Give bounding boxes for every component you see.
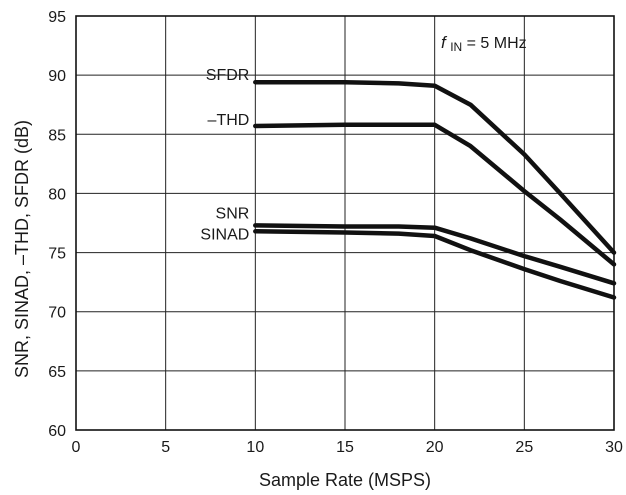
series-label-snr: SNR (216, 205, 250, 222)
frequency-annotation: f IN = 5 MHz (441, 33, 527, 55)
series-label-thd: –THD (208, 112, 250, 129)
x-tick-label: 25 (515, 439, 533, 456)
y-tick-label: 80 (48, 186, 66, 203)
annotation-subscript: IN (450, 40, 462, 54)
y-tick-label: 65 (48, 364, 66, 381)
x-tick-labels: 0 5 10 15 20 25 30 (72, 439, 623, 456)
y-tick-label: 70 (48, 305, 66, 322)
x-axis-title: Sample Rate (MSPS) (259, 470, 431, 490)
series-line-sfdr (253, 79, 617, 255)
y-axis-title: SNR, SINAD, –THD, SFDR (dB) (12, 120, 32, 378)
series-labels: SFDR –THD SNR SINAD (200, 67, 249, 243)
y-tick-label: 85 (48, 127, 66, 144)
x-tick-label: 20 (426, 439, 444, 456)
series-line-thd (253, 122, 617, 267)
y-tick-labels: 60 65 70 75 80 85 90 95 (48, 9, 66, 440)
y-tick-label: 60 (48, 423, 66, 440)
annotation-value: = 5 MHz (467, 35, 527, 52)
x-tick-label: 5 (161, 439, 170, 456)
series-lines (253, 79, 617, 300)
series-label-sinad: SINAD (200, 226, 249, 243)
x-tick-label: 30 (605, 439, 623, 456)
y-tick-label: 90 (48, 68, 66, 85)
y-tick-label: 75 (48, 246, 66, 263)
annotation-f: f (441, 33, 448, 52)
series-line-snr (253, 223, 617, 286)
x-tick-label: 10 (246, 439, 264, 456)
plot-frame (75, 15, 615, 431)
x-tick-label: 0 (72, 439, 81, 456)
series-line-sinad (253, 229, 617, 300)
grid-lines (76, 16, 614, 430)
series-label-sfdr: SFDR (206, 67, 250, 84)
y-tick-label: 95 (48, 9, 66, 26)
x-tick-label: 15 (336, 439, 354, 456)
